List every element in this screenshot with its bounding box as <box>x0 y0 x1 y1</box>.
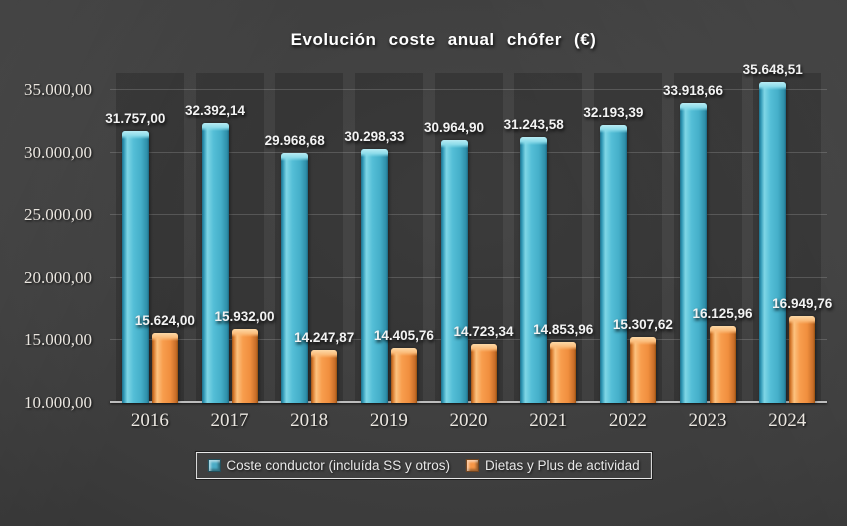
y-tick-label: 10.000,00 <box>24 393 92 412</box>
bar-group-2023: 33.918,66 16.125,96 <box>663 73 753 403</box>
legend-marker-icon <box>466 459 480 472</box>
legend-item-series1: Dietas y Plus de actividad <box>466 458 640 473</box>
legend: Coste conductor (incluída SS y otros) Die… <box>195 452 652 479</box>
data-label: 32.392,14 <box>184 102 246 118</box>
data-label: 35.648,51 <box>742 61 803 77</box>
bar-group-2021: 31.243,58 14.853,96 <box>504 73 593 403</box>
bar-group-2020: 30.964,90 14.723,34 <box>424 73 514 403</box>
legend-label: Dietas y Plus de actividad <box>485 458 640 473</box>
x-axis-labels: 2016 2017 2018 2019 2020 2021 2022 2023 2024 <box>110 410 827 440</box>
y-tick-label: 20.000,00 <box>24 267 92 287</box>
gridline <box>110 214 827 216</box>
bar-series1-2021: 14.853,96 <box>533 322 593 403</box>
bar-series0-2017: 32.392,14 <box>185 103 245 403</box>
y-tick-label: 30.000,00 <box>24 142 92 162</box>
data-label: 31.757,00 <box>105 110 166 126</box>
plot-area: 31.757,00 15.624,00 32.392,14 15.932,00 29.9… <box>105 62 832 403</box>
bar-group-2022: 32.193,39 15.307,62 <box>583 73 673 403</box>
bar-series0-2019: 30.298,33 <box>344 129 404 403</box>
bar-series1-2022: 15.307,62 <box>613 317 673 403</box>
data-label: 15.307,62 <box>612 316 673 332</box>
bar-series1-2017: 15.932,00 <box>214 309 275 403</box>
data-label: 15.932,00 <box>214 308 275 324</box>
data-label: 29.968,68 <box>264 132 325 148</box>
data-label: 14.853,96 <box>533 322 594 338</box>
data-label: 33.918,66 <box>663 83 724 99</box>
chart-title: Evolución coste anual chófer (€) <box>290 30 597 49</box>
bar-series1-2020: 14.723,34 <box>453 324 514 403</box>
data-label: 15.624,00 <box>134 312 195 328</box>
bar-group-2017: 32.392,14 15.932,00 <box>185 73 275 403</box>
data-label: 16.949,76 <box>772 296 833 311</box>
x-tick-label-2024: 2024 <box>768 410 807 431</box>
legend-label: Coste conductor (incluída SS y otros) <box>226 458 451 473</box>
bar-series1-2018: 14.247,87 <box>294 330 354 403</box>
data-label: 14.723,34 <box>453 323 514 339</box>
y-axis-labels: 10.000,00 15.000,00 20.000,00 25.000,00 30.0… <box>0 73 96 412</box>
bar-group-2018: 29.968,68 14.247,87 <box>265 73 354 403</box>
gridline <box>110 276 827 278</box>
legend-marker-icon <box>207 459 221 472</box>
x-tick-label-2022: 2022 <box>608 410 647 431</box>
bar-series1-2023: 16.125,96 <box>693 306 753 403</box>
data-label: 32.193,39 <box>583 105 644 121</box>
data-label: 31.243,58 <box>503 117 564 132</box>
bar-series0-2022: 32.193,39 <box>583 105 643 403</box>
bar-series0-2018: 29.968,68 <box>265 133 325 403</box>
x-tick-label-2019: 2019 <box>369 410 408 431</box>
bar-series0-2024: 35.648,51 <box>743 62 803 403</box>
data-label: 16.125,96 <box>692 306 753 322</box>
bar-series1-2019: 14.405,76 <box>374 328 434 403</box>
data-label: 14.247,87 <box>294 329 355 345</box>
bar-series1-2016: 15.624,00 <box>135 313 195 403</box>
x-tick-label-2016: 2016 <box>130 410 169 431</box>
gridline <box>110 151 827 153</box>
bar-series1-2024: 16.949,76 <box>772 296 832 403</box>
data-label: 14.405,76 <box>373 327 434 343</box>
bar-series0-2016: 31.757,00 <box>105 111 165 403</box>
bar-series0-2020: 30.964,90 <box>424 120 484 403</box>
x-tick-label-2017: 2017 <box>210 410 249 431</box>
bar-series0-2021: 31.243,58 <box>504 117 564 403</box>
x-tick-label-2021: 2021 <box>529 410 568 431</box>
bar-group-2016: 31.757,00 15.624,00 <box>105 73 195 403</box>
bar-groups: 31.757,00 15.624,00 32.392,14 15.932,00 29.9… <box>105 62 832 403</box>
x-tick-label-2023: 2023 <box>688 410 727 431</box>
x-tick-label-2018: 2018 <box>290 410 329 431</box>
bar-group-2019: 30.298,33 14.405,76 <box>344 73 434 403</box>
gridline <box>110 339 827 341</box>
y-tick-label: 15.000,00 <box>24 330 92 350</box>
data-label: 30.964,90 <box>423 120 485 136</box>
x-tick-label-2020: 2020 <box>449 410 488 431</box>
bar-group-2024: 35.648,51 16.949,76 <box>743 62 832 403</box>
y-tick-label: 35.000,00 <box>24 79 92 99</box>
legend-item-series0: Coste conductor (incluída SS y otros) <box>207 458 450 473</box>
x-axis-line <box>110 401 827 403</box>
data-label: 30.298,33 <box>344 128 405 144</box>
bar-series0-2023: 33.918,66 <box>663 83 723 403</box>
gridline <box>110 88 827 90</box>
y-tick-label: 25.000,00 <box>24 205 92 225</box>
